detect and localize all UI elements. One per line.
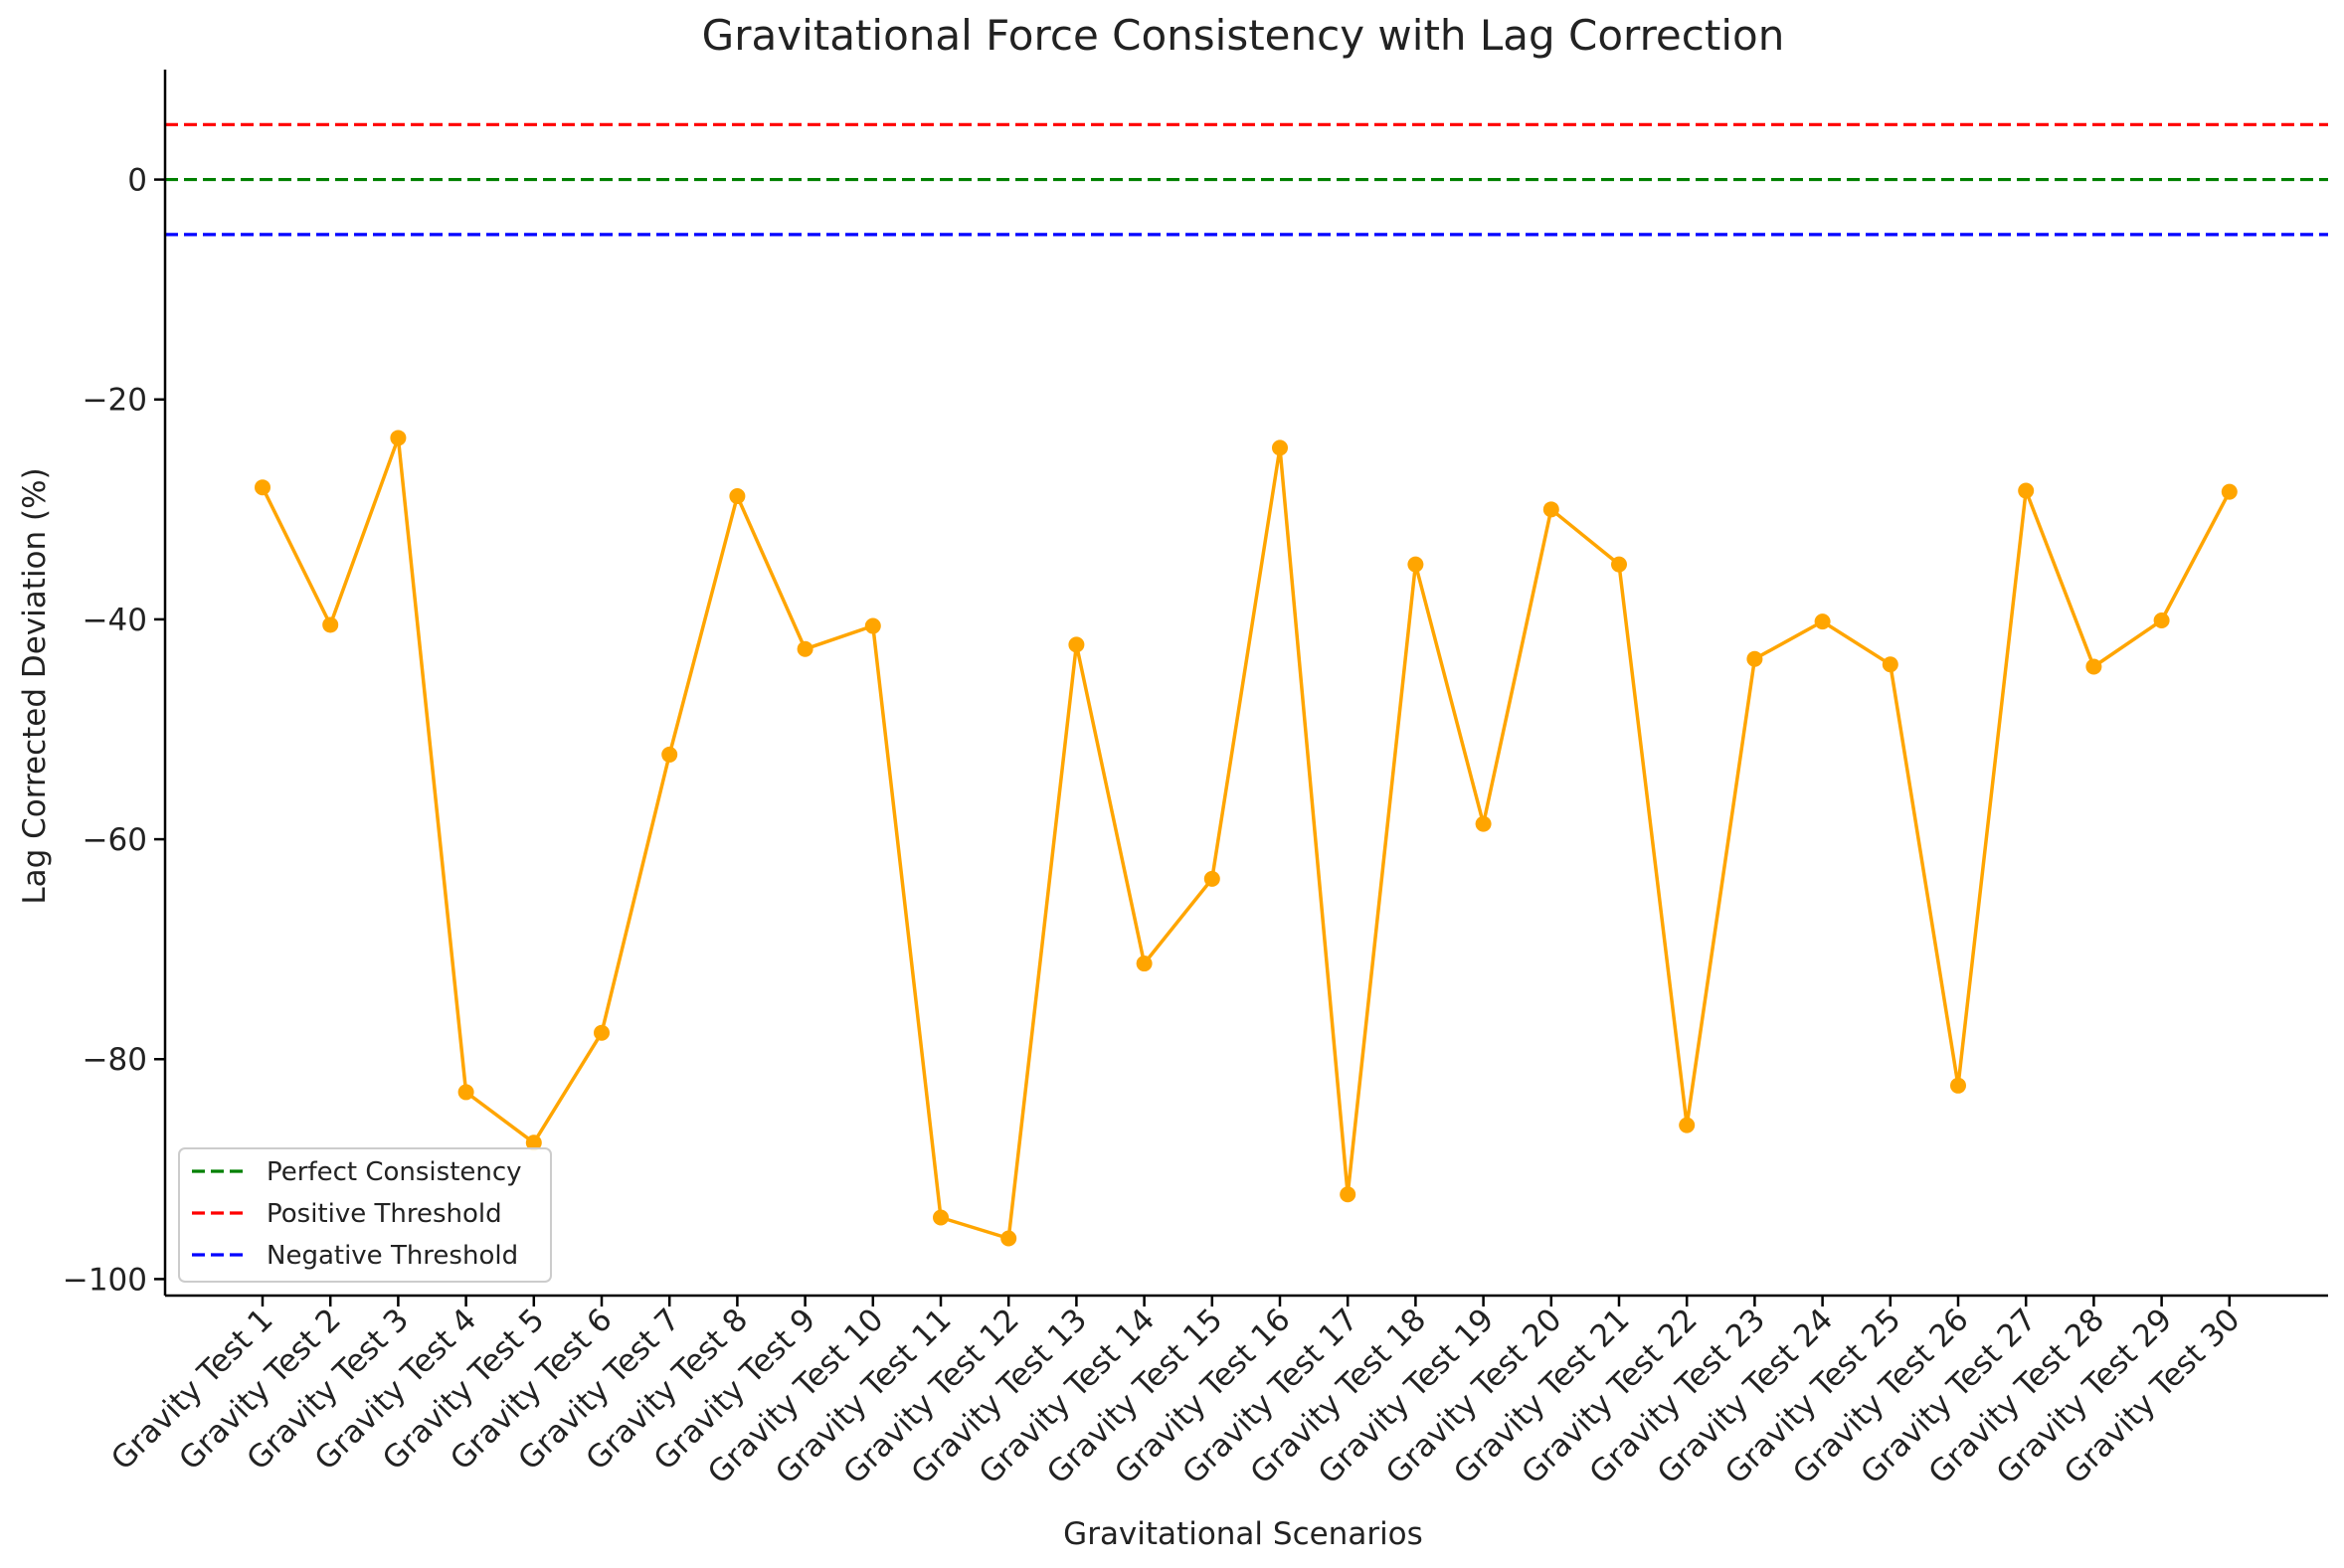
- data-point: [1475, 815, 1492, 832]
- data-point: [390, 430, 407, 446]
- data-point: [1882, 656, 1898, 673]
- data-point: [1272, 439, 1288, 456]
- data-point: [1203, 870, 1220, 887]
- y-tick-label: −20: [83, 383, 147, 419]
- data-point: [1068, 636, 1085, 653]
- data-point: [933, 1209, 949, 1226]
- series-line: [261, 436, 2232, 1241]
- chart-title: Gravitational Force Consistency with Lag…: [702, 11, 1785, 60]
- data-point: [864, 617, 881, 634]
- data-point: [2018, 482, 2035, 499]
- data-point: [1746, 650, 1763, 667]
- y-tick-label: −60: [83, 822, 147, 858]
- x-axis-label: Gravitational Scenarios: [1063, 1516, 1423, 1552]
- data-point: [525, 1134, 542, 1151]
- data-point: [255, 479, 270, 496]
- data-point: [1950, 1077, 1966, 1094]
- legend-box: [178, 1147, 552, 1283]
- axes: [163, 70, 2328, 1298]
- data-point: [661, 746, 678, 763]
- data-point: [322, 616, 339, 633]
- y-axis-ticks: 0 −20 −40 −60 −80 −100: [63, 163, 165, 1298]
- reference-lines: [165, 122, 2328, 237]
- data-point: [1611, 556, 1627, 573]
- legend: Perfect Consistency Positive Threshold Neg…: [178, 1147, 552, 1283]
- data-series: [255, 430, 2238, 1247]
- data-point: [1814, 613, 1831, 630]
- legend-label: Negative Threshold: [267, 1241, 518, 1271]
- data-point: [1679, 1117, 1696, 1133]
- legend-label: Positive Threshold: [267, 1199, 502, 1229]
- y-tick-label: −80: [83, 1042, 147, 1078]
- data-point: [797, 640, 813, 657]
- y-axis-label: Lag Corrected Deviation (%): [17, 467, 53, 904]
- data-point: [2085, 658, 2102, 675]
- data-point: [457, 1084, 474, 1101]
- y-tick-label: 0: [127, 163, 147, 199]
- data-point: [1000, 1230, 1017, 1247]
- y-tick-label: −40: [83, 603, 147, 638]
- data-point: [2221, 483, 2238, 500]
- data-point: [1542, 501, 1559, 518]
- data-point: [2153, 612, 2170, 629]
- data-point: [1407, 556, 1424, 573]
- y-tick-label: −100: [63, 1262, 147, 1298]
- data-point: [594, 1024, 610, 1041]
- data-point: [729, 488, 746, 505]
- data-point: [1136, 956, 1153, 972]
- data-point: [1340, 1186, 1356, 1203]
- legend-label: Perfect Consistency: [267, 1157, 522, 1187]
